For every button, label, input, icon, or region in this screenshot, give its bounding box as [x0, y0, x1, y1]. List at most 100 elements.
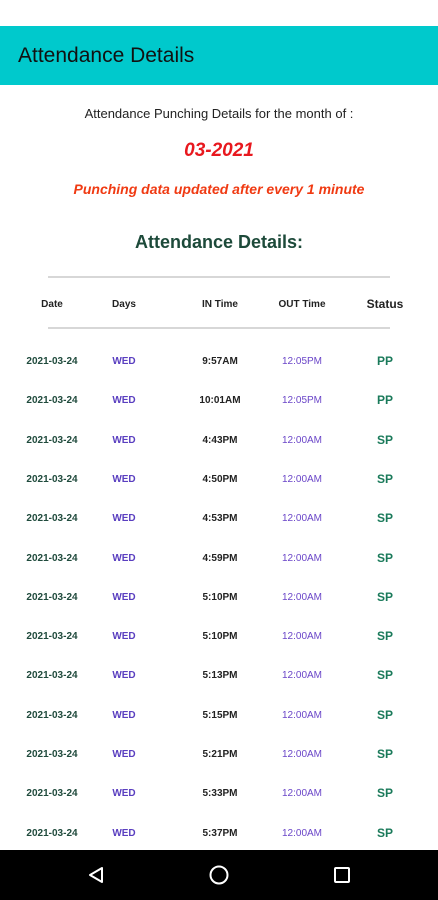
row-date: 2021-03-24: [26, 749, 78, 760]
table-row: 2021-03-24 WED 5:15PM 12:00AM SP: [0, 696, 438, 735]
home-button[interactable]: [189, 850, 249, 900]
row-date: 2021-03-24: [26, 709, 78, 721]
table-row: 2021-03-24 WED 5:10PM 12:00AM SP: [0, 617, 438, 656]
row-day: WED: [112, 591, 136, 603]
row-in-time: 5:33PM: [202, 788, 238, 800]
row-date: 2021-03-24: [26, 552, 78, 564]
row-status: SP: [376, 747, 393, 761]
row-date: 2021-03-24: [26, 434, 78, 446]
row-status: SP: [376, 432, 393, 447]
row-date: 2021-03-24: [26, 670, 78, 682]
row-out-time: 12:00AM: [281, 473, 323, 485]
table-row: 2021-03-24 WED 4:43PM 12:00AM SP: [0, 421, 438, 460]
column-header-date: Date: [41, 299, 63, 310]
row-out-time: 12:00AM: [281, 591, 323, 603]
row-day: WED: [112, 670, 136, 682]
month-caption: Attendance Punching Details for the mont…: [84, 106, 354, 121]
row-status: SP: [376, 825, 393, 840]
row-day: WED: [112, 356, 136, 367]
row-date: 2021-03-24: [26, 827, 78, 839]
row-day: WED: [112, 434, 136, 446]
row-day: WED: [112, 749, 136, 760]
row-status: SP: [376, 629, 393, 644]
row-status: SP: [376, 471, 393, 486]
row-in-time: 4:59PM: [202, 552, 238, 564]
month-value: 03-2021: [184, 140, 254, 161]
row-out-time: 12:05PM: [281, 395, 323, 407]
table-top-divider: [48, 276, 390, 278]
table-row: 2021-03-24 WED 9:57AM 12:05PM PP: [0, 342, 438, 381]
row-day: WED: [112, 473, 136, 485]
row-date: 2021-03-24: [26, 788, 78, 800]
row-status: SP: [376, 511, 393, 526]
row-status: SP: [376, 589, 393, 604]
row-out-time: 12:00AM: [281, 631, 323, 643]
row-in-time: 4:43PM: [202, 434, 238, 446]
row-out-time: 12:05PM: [281, 356, 323, 367]
row-date: 2021-03-24: [26, 395, 78, 407]
row-status: SP: [376, 668, 393, 683]
row-out-time: 12:00AM: [281, 670, 323, 682]
row-day: WED: [112, 513, 136, 525]
row-day: WED: [112, 552, 136, 564]
column-header-status: Status: [366, 297, 404, 311]
row-out-time: 12:00AM: [281, 788, 323, 800]
table-row: 2021-03-24 WED 5:37PM 12:00AM SP: [0, 814, 438, 853]
row-date: 2021-03-24: [26, 631, 78, 643]
status-bar: [0, 0, 438, 26]
row-in-time: 10:01AM: [199, 395, 241, 407]
section-title: Attendance Details:: [134, 232, 304, 252]
row-date: 2021-03-24: [26, 356, 78, 367]
table-row: 2021-03-24 WED 5:13PM 12:00AM SP: [0, 656, 438, 695]
row-date: 2021-03-24: [26, 591, 78, 603]
row-in-time: 5:15PM: [202, 709, 238, 721]
table-row: 2021-03-24 WED 10:01AM 12:05PM PP: [0, 381, 438, 420]
back-button[interactable]: [66, 850, 126, 900]
row-in-time: 5:37PM: [202, 827, 238, 839]
update-note: Punching data updated after every 1 minu…: [73, 181, 365, 197]
table-row: 2021-03-24 WED 4:59PM 12:00AM SP: [0, 539, 438, 578]
row-in-time: 5:10PM: [202, 591, 238, 603]
row-in-time: 4:50PM: [202, 473, 238, 485]
table-row: 2021-03-24 WED 5:10PM 12:00AM SP: [0, 578, 438, 617]
row-day: WED: [112, 395, 136, 407]
row-status: SP: [376, 550, 393, 565]
column-header-in-time: IN Time: [202, 299, 238, 310]
recents-button[interactable]: [312, 850, 372, 900]
row-in-time: 5:21PM: [202, 749, 238, 760]
app-title: Attendance Details: [18, 43, 195, 67]
row-in-time: 5:13PM: [202, 670, 238, 682]
row-date: 2021-03-24: [26, 513, 78, 525]
row-status: PP: [376, 393, 393, 408]
column-header-days: Days: [112, 299, 136, 310]
column-header-out-time: OUT Time: [278, 299, 326, 310]
row-status: SP: [376, 707, 393, 722]
recents-square-icon: [334, 867, 350, 883]
table-row: 2021-03-24 WED 5:21PM 12:00AM SP: [0, 735, 438, 774]
table-row: 2021-03-24 WED 4:53PM 12:00AM SP: [0, 499, 438, 538]
row-out-time: 12:00AM: [281, 552, 323, 564]
row-day: WED: [112, 827, 136, 839]
row-out-time: 12:00AM: [281, 749, 323, 760]
row-day: WED: [112, 788, 136, 800]
table-header-divider: [48, 327, 390, 329]
row-out-time: 12:00AM: [281, 513, 323, 525]
row-in-time: 5:10PM: [202, 631, 238, 643]
row-out-time: 12:00AM: [281, 709, 323, 721]
row-in-time: 9:57AM: [202, 356, 238, 367]
row-out-time: 12:00AM: [281, 434, 323, 446]
row-status: PP: [376, 354, 393, 368]
navigation-bar: [0, 850, 438, 900]
row-day: WED: [112, 631, 136, 643]
row-in-time: 4:53PM: [202, 513, 238, 525]
row-status: SP: [376, 786, 393, 801]
row-day: WED: [112, 709, 136, 721]
app-bar: Attendance Details: [0, 26, 438, 85]
table-row: 2021-03-24 WED 5:33PM 12:00AM SP: [0, 774, 438, 813]
home-circle-icon: [209, 865, 229, 885]
row-out-time: 12:00AM: [281, 827, 323, 839]
table-header: Date Days IN Time OUT Time Status: [0, 290, 438, 318]
back-triangle-icon: [89, 867, 103, 883]
row-date: 2021-03-24: [26, 473, 78, 485]
table-row: 2021-03-24 WED 4:50PM 12:00AM SP: [0, 460, 438, 499]
